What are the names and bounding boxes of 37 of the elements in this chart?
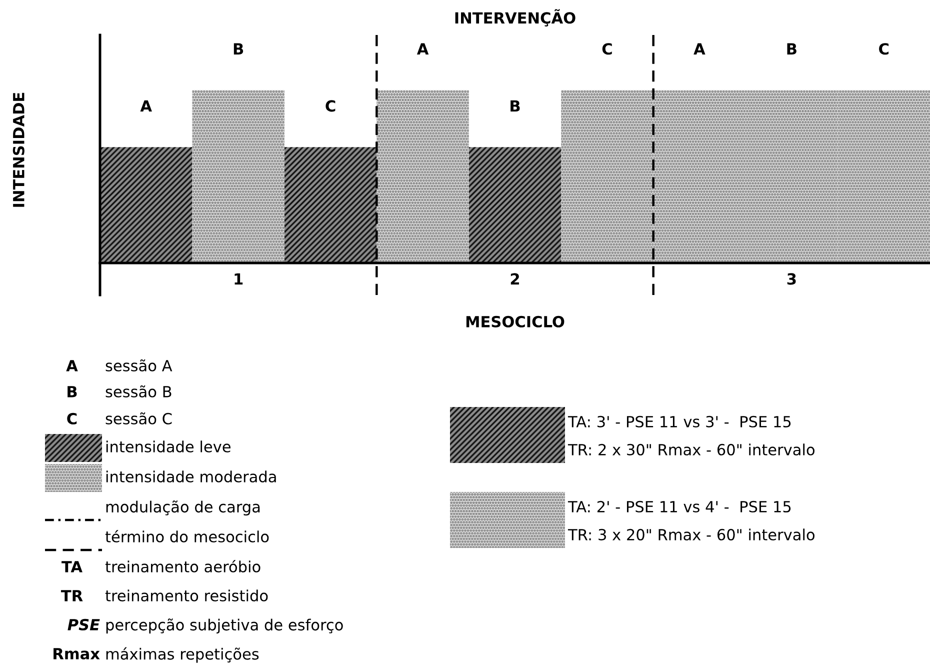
- text: TR: 2 x 30" Rmax - 60" intervalo: [568, 444, 814, 456]
- text: PSE: [68, 618, 100, 630]
- text: TR: 3 x 20" Rmax - 60" intervalo: [568, 528, 814, 540]
- x-tick-label: A: [694, 43, 706, 54]
- x-tick-label: A: [416, 43, 429, 54]
- x-tick-label: B: [787, 43, 796, 54]
- text: TR: [60, 590, 83, 602]
- legend-label: intensidade moderada: [106, 470, 276, 482]
- x-tick-label: B: [234, 43, 244, 54]
- x-tick-label: C: [326, 100, 336, 112]
- x-tick-label: B: [510, 100, 520, 112]
- text: sessão B: [106, 385, 172, 398]
- x-tick-label: C: [879, 43, 889, 55]
- text: TA: [62, 561, 82, 572]
- text: TA: 2' - PSE 11 vs 4' - PSE 15: [568, 500, 791, 512]
- text: treinamento resistido: [105, 590, 268, 602]
- text: percepção subjetiva de esforço: [106, 618, 343, 634]
- chart-title: INTERVENÇÃO: [455, 9, 576, 26]
- text: TA: 3' - PSE 11 vs 3' - PSE 15: [568, 416, 791, 428]
- x-axis-title: MESOCICLO: [466, 316, 564, 328]
- text: C: [67, 412, 77, 424]
- x-tick-label: C: [602, 43, 612, 55]
- text: 1: [234, 273, 243, 285]
- text: modulação de carga: [106, 500, 260, 516]
- text: máximas repetições: [106, 647, 259, 663]
- text: Rmax: [54, 648, 100, 660]
- text: A: [66, 360, 78, 372]
- text: sessão A: [106, 359, 172, 372]
- text: 3: [787, 273, 796, 285]
- text: treinamento aeróbio: [105, 560, 260, 572]
- text: B: [68, 386, 77, 398]
- text: término do mesociclo: [105, 530, 269, 542]
- x-tick-label: A: [140, 100, 152, 112]
- y-axis-title: INTENSIDADE: [12, 92, 24, 207]
- text: sessão C: [106, 412, 172, 424]
- legend-label: intensidade leve: [106, 440, 230, 452]
- text: 2: [510, 273, 519, 285]
